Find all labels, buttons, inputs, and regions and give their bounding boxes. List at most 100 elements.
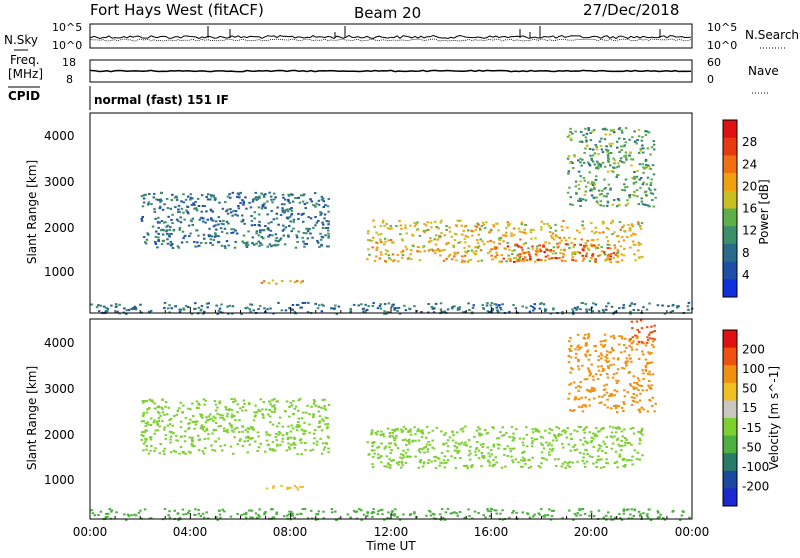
velocity-echo-cell: [217, 437, 221, 440]
power-echo-cell: [404, 309, 408, 312]
velocity-echo-cell: [624, 362, 628, 365]
velocity-echo-cell: [576, 460, 579, 463]
velocity-echo-cell: [144, 422, 148, 425]
velocity-echo-cell: [370, 512, 373, 515]
velocity-echo-cell: [501, 426, 504, 429]
power-echo-cell: [395, 225, 398, 227]
velocity-echo-cell: [261, 413, 264, 416]
power-echo-cell: [157, 240, 160, 242]
velocity-echo-cell: [624, 464, 627, 466]
velocity-echo-cell: [623, 395, 627, 398]
power-echo-cell: [472, 230, 475, 233]
velocity-echo-cell: [576, 512, 579, 515]
power-echo-cell: [187, 306, 190, 308]
power-echo-cell: [489, 228, 493, 231]
velocity-echo-cell: [595, 373, 598, 376]
velocity-echo-cell: [205, 429, 209, 432]
power-echo-cell: [632, 243, 636, 246]
velocity-echo-cell: [404, 461, 408, 464]
power-echo-cell: [499, 236, 503, 239]
power-echo-cell: [570, 258, 574, 261]
power-echo-cell: [603, 128, 606, 131]
velocity-echo-cell: [600, 357, 603, 360]
velocity-echo-cell: [225, 408, 228, 411]
power-echo-cell: [597, 244, 601, 247]
velocity-echo-cell: [289, 430, 293, 433]
power-echo-cell: [620, 149, 623, 151]
power-echo-cell: [258, 305, 262, 308]
power-echo-cell: [527, 247, 530, 250]
power-echo-cell: [230, 228, 233, 231]
velocity-echo-cell: [270, 410, 274, 413]
velocity-echo-cell: [467, 454, 471, 457]
power-echo-cell: [297, 230, 300, 233]
power-echo-cell: [594, 226, 597, 229]
power-echo-cell: [305, 243, 308, 245]
power-echo-cell: [633, 194, 636, 197]
power-echo-cell: [632, 182, 636, 185]
velocity-echo-cell: [431, 439, 434, 442]
velocity-echo-cell: [149, 424, 153, 426]
velocity-echo-cell: [125, 518, 128, 521]
velocity-echo-cell: [288, 415, 291, 418]
velocity-echo-cell: [285, 433, 289, 436]
power-echo-cell: [434, 243, 438, 246]
power-echo-cell: [606, 149, 610, 152]
velocity-echo-cell: [231, 413, 234, 416]
power-echo-cell: [619, 245, 623, 248]
velocity-echo-cell: [293, 436, 296, 439]
power-echo-cell: [440, 219, 443, 222]
power-echo-cell: [165, 230, 168, 233]
power-echo-cell: [483, 243, 486, 246]
power-echo-cell: [190, 203, 194, 206]
velocity-echo-cell: [635, 381, 639, 384]
velocity-echo-cell: [287, 513, 291, 516]
velocity-echo-cell: [639, 514, 642, 517]
velocity-echo-cell: [640, 385, 644, 387]
power-echo-cell: [453, 251, 456, 254]
power-echo-cell: [290, 230, 293, 233]
power-echo-cell: [408, 307, 411, 310]
velocity-echo-cell: [453, 511, 456, 514]
velocity-echo-cell: [599, 445, 602, 448]
power-echo-cell: [301, 302, 305, 304]
velocity-echo-cell: [623, 389, 626, 392]
power-echo-cell: [623, 183, 626, 186]
power-echo-cell: [579, 199, 583, 202]
power-echo-cell: [239, 202, 242, 205]
power-echo-cell: [179, 216, 182, 219]
power-echo-cell: [409, 253, 412, 256]
velocity-echo-cell: [249, 509, 252, 512]
velocity-echo-cell: [458, 511, 462, 513]
velocity-echo-cell: [569, 449, 572, 452]
velocity-echo-cell: [163, 452, 166, 455]
power-echo-cell: [529, 255, 532, 258]
power-echo-cell: [584, 127, 587, 130]
velocity-echo-cell: [149, 449, 152, 452]
velocity-echo-cell: [635, 320, 639, 323]
power-echo-cell: [498, 242, 501, 245]
velocity-echo-cell: [508, 516, 511, 519]
velocity-echo-cell: [330, 508, 334, 511]
power-echo-cell: [285, 216, 289, 219]
velocity-echo-cell: [588, 431, 591, 434]
power-echo-cell: [455, 225, 458, 228]
power-echo-cell: [498, 304, 501, 306]
velocity-echo-cell: [257, 446, 261, 449]
power-echo-cell: [118, 303, 121, 306]
power-echo-cell: [622, 303, 625, 306]
velocity-echo-cell: [302, 432, 305, 435]
velocity-echo-cell: [245, 511, 248, 514]
velocity-echo-cell: [629, 513, 632, 516]
power-echo-cell: [258, 195, 261, 198]
power-echo-cell: [218, 220, 222, 223]
power-echo-cell: [618, 203, 621, 206]
power-echo-cell: [277, 301, 280, 304]
velocity-echo-cell: [605, 391, 609, 394]
power-echo-cell: [300, 194, 303, 197]
velocity-echo-cell: [219, 413, 222, 416]
power-echo-cell: [438, 250, 441, 253]
power-echo-cell: [230, 211, 233, 214]
velocity-echo-cell: [236, 411, 239, 414]
power-echo-cell: [630, 158, 633, 161]
